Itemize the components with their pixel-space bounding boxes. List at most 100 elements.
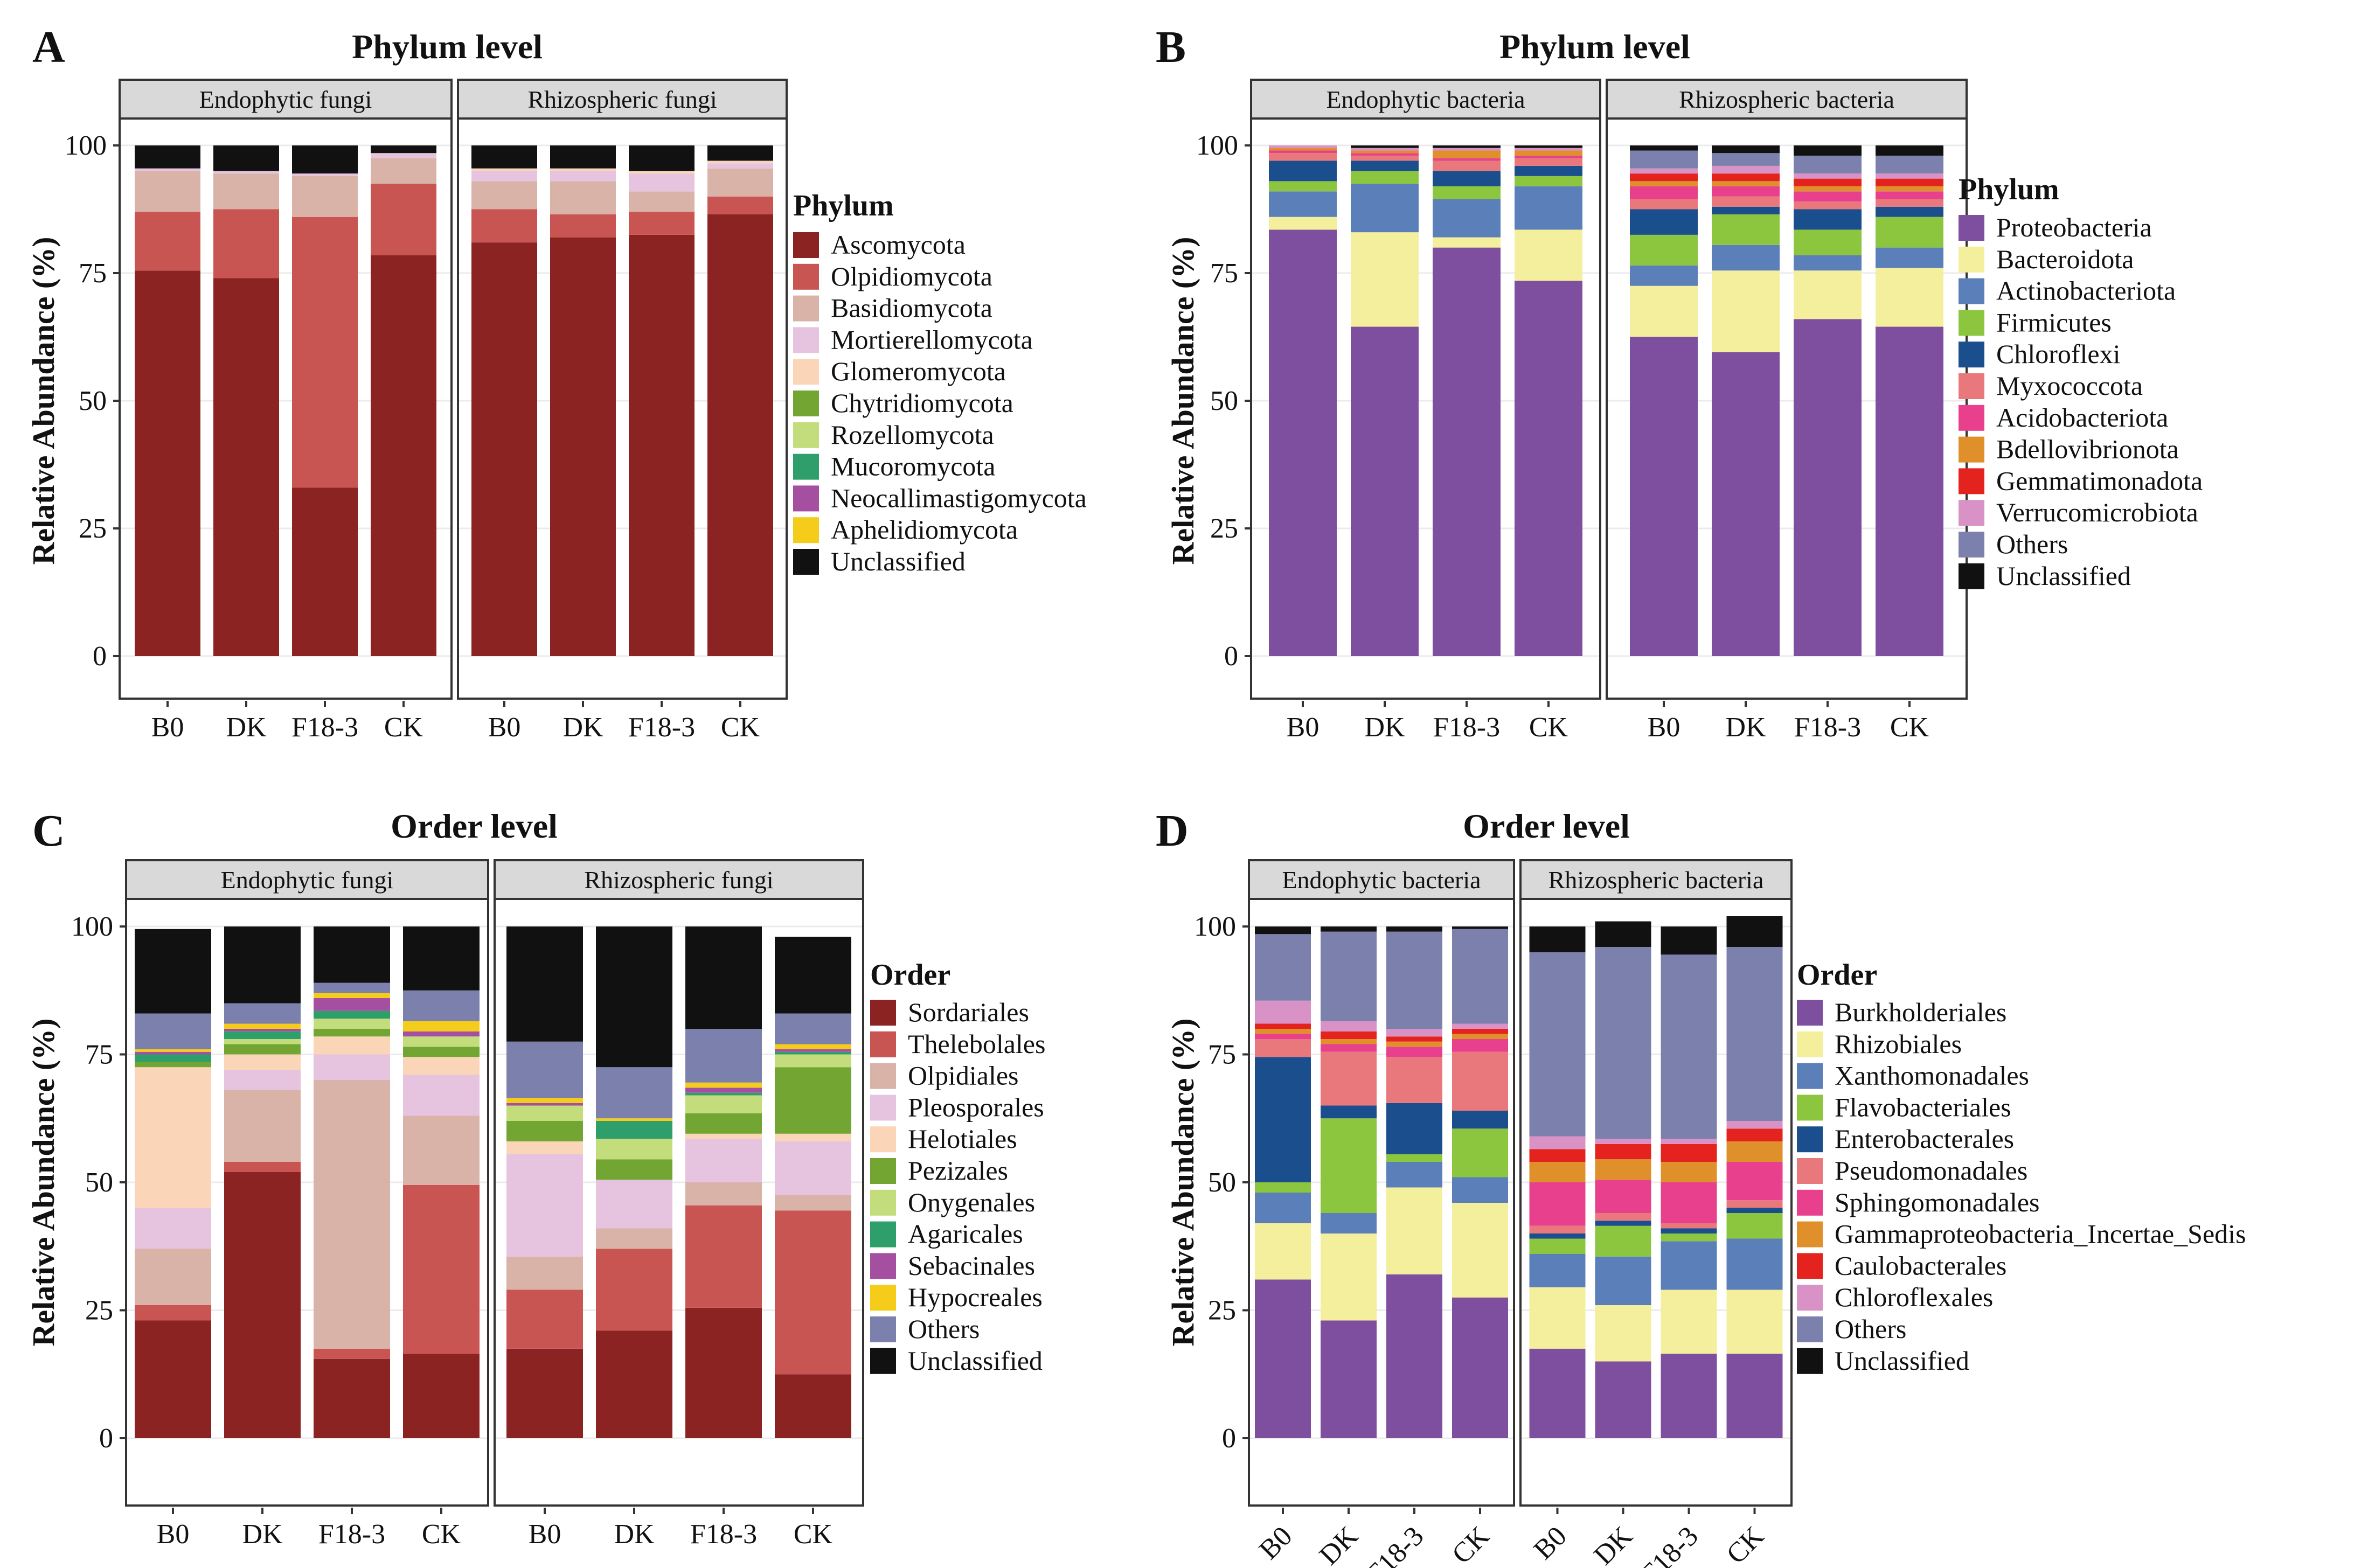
x-tick-label: DK <box>614 1519 655 1550</box>
x-tick-label: B0 <box>529 1519 561 1550</box>
bar-segment-helotiales <box>403 1057 480 1075</box>
bar-ck <box>1876 145 1943 656</box>
bar-segment-unclassified <box>1452 926 1508 929</box>
bar-segment-others <box>1529 952 1586 1137</box>
facet-strip-label: Endophytic bacteria <box>1282 866 1481 894</box>
legend-swatch <box>1959 278 1984 304</box>
bar-segment-flavobacteriales <box>1726 1213 1783 1239</box>
bar-segment-enterobacterales <box>1321 1105 1377 1119</box>
bar-segment-sebacinales <box>314 998 390 1011</box>
legend: Order SordarialesThelebolalesOlpidialesPl… <box>870 958 1045 1376</box>
bar-segment-glomeromycota <box>629 171 695 174</box>
y-tick-label: 0 <box>93 641 107 672</box>
legend-swatch <box>1797 1221 1823 1248</box>
y-tick-label: 50 <box>1208 1167 1236 1198</box>
bar-segment-myxococcota <box>1794 201 1862 210</box>
bar-segment-unclassified <box>550 145 616 169</box>
legend-label: Unclassified <box>1996 561 2131 591</box>
bar-segment-helotiales <box>506 1141 583 1154</box>
bar-segment-chloroflexales <box>1595 1139 1651 1144</box>
bar-segment-mortierellomycota <box>629 173 695 192</box>
legend-label: Chloroflexales <box>1835 1282 1993 1312</box>
bar-segment-firmicutes <box>1433 186 1501 199</box>
bar-segment-xanthomonadales <box>1595 1256 1651 1305</box>
bar-segment-pseudomonadales <box>1386 1057 1442 1103</box>
bar-segment-sphingomonadales <box>1321 1044 1377 1052</box>
bar-segment-olpidiomycota <box>213 209 279 278</box>
bar-segment-burkholderiales <box>1726 1354 1783 1438</box>
bar-segment-burkholderiales <box>1452 1297 1508 1438</box>
legend-swatch <box>1797 1285 1823 1311</box>
facet-strip-label: Rhizospheric fungi <box>584 866 773 894</box>
bar-segment-thelebolales <box>596 1249 672 1331</box>
legend: Phylum AscomycotaOlpidiomycotaBasidiomyco… <box>793 189 1087 576</box>
y-tick-label: 100 <box>1194 911 1236 942</box>
bar-segment-basidiomycota <box>629 191 695 212</box>
bar-segment-gemmatimonadota <box>1794 178 1862 186</box>
bar-segment-proteobacteria <box>1351 326 1419 656</box>
bar-segment-caulobacterales <box>1726 1128 1783 1141</box>
chart-title: Order level <box>1463 807 1630 845</box>
legend-label: Gemmatimonadota <box>1996 465 2203 496</box>
bar-segment-acidobacteriota <box>1630 186 1698 199</box>
bar-segment-others <box>314 982 390 993</box>
bar-segment-pezizales <box>685 1113 762 1134</box>
x-tick-label: B0 <box>151 712 184 743</box>
x-tick-label: CK <box>384 712 423 743</box>
y-tick-label: 100 <box>71 911 113 942</box>
bar-segment-unclassified <box>506 926 583 1042</box>
legend-label: Gammaproteobacteria_Incertae_Sedis <box>1835 1219 2246 1249</box>
bar-segment-thelebolales <box>403 1184 480 1354</box>
bar-segment-gammaproteobacteria-incertae-sedis <box>1321 1039 1377 1044</box>
bar-segment-bdellovibrionota <box>1515 150 1582 156</box>
legend-swatch <box>870 1158 896 1184</box>
bar-segment-caulobacterales <box>1321 1031 1377 1039</box>
legend-swatch <box>1797 1253 1823 1279</box>
y-axis-label: Relative Abundance (%) <box>1165 1019 1200 1347</box>
bar-segment-verrucomicrobiota <box>1630 168 1698 174</box>
bar-segment-helotiales <box>775 1133 851 1141</box>
bar-segment-firmicutes <box>1794 229 1862 255</box>
bar-segment-mortierellomycota <box>213 171 279 174</box>
bar-segment-flavobacteriales <box>1452 1128 1508 1177</box>
bar-segment-olpidiales <box>775 1195 851 1211</box>
bar-segment-xanthomonadales <box>1661 1241 1717 1290</box>
bar-segment-unclassified <box>1712 145 1780 154</box>
y-axis-label: Relative Abundance (%) <box>1165 237 1200 565</box>
bar-segment-caulobacterales <box>1661 1144 1717 1162</box>
bar-segment-olpidiomycota <box>707 196 773 214</box>
legend-label: Glomeromycota <box>831 356 1006 386</box>
bar-segment-ascomycota <box>471 242 537 656</box>
bar-segment-unclassified <box>371 145 436 154</box>
chart-title: Phylum level <box>352 27 543 66</box>
bar-segment-chloroflexales <box>1452 1023 1508 1029</box>
bar-segment-chloroflexales <box>1255 1000 1311 1024</box>
facet-strip <box>457 79 788 120</box>
facet-endophytic: Endophytic bacteria B0 DK F18-3 CK <box>1250 79 1601 743</box>
bar-segment-rhizobiales <box>1255 1223 1311 1280</box>
legend-label: Acidobacteriota <box>1996 402 2168 433</box>
bar-ck <box>707 145 773 657</box>
legend-label: Others <box>1996 529 2068 559</box>
legend-label: Onygenales <box>908 1187 1035 1217</box>
bar-segment-ascomycota <box>135 270 200 656</box>
legend-swatch <box>1959 215 1984 241</box>
y-tick-label: 100 <box>65 130 107 161</box>
bar-segment-acidobacteriota <box>1712 186 1780 197</box>
bar-segment-firmicutes <box>1351 171 1419 184</box>
legend-swatch <box>870 1221 896 1248</box>
bar-segment-unclassified <box>685 926 762 1029</box>
panel-c: C Order level Relative Abundance (%) 0 25 50 7… <box>26 806 1045 1550</box>
legend-swatch <box>1797 1158 1823 1184</box>
bar-segment-enterobacterales <box>1386 1103 1442 1154</box>
legend-swatch <box>870 1253 896 1279</box>
bar-segment-flavobacteriales <box>1595 1225 1651 1257</box>
legend-label: Actinobacteriota <box>1996 276 2176 306</box>
bar-segment-helotiales <box>314 1036 390 1055</box>
bar-b0 <box>135 145 200 656</box>
bar-segment-hypocreales <box>403 1021 480 1032</box>
x-tick-label: CK <box>1890 712 1929 743</box>
bar-segment-rhizobiales <box>1726 1290 1783 1354</box>
bar-segment-onygenales <box>596 1139 672 1160</box>
